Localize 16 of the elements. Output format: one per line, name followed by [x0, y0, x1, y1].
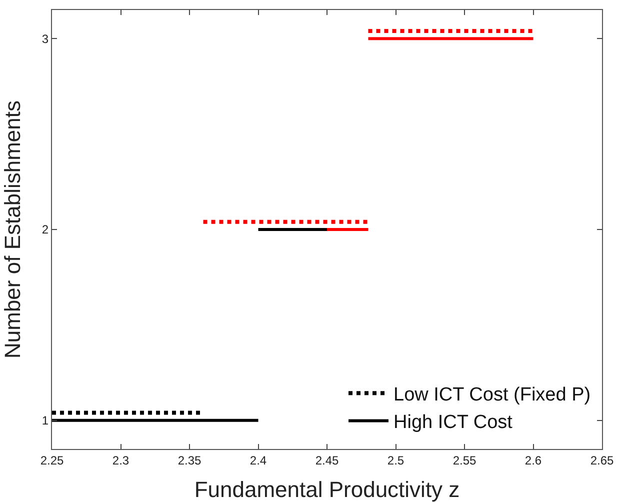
x-tick-label: 2.65 [590, 453, 614, 468]
x-tick-label: 2.6 [524, 453, 542, 468]
y-axis-title: Number of Establishments [0, 100, 25, 358]
x-axis-title: Fundamental Productivity z [194, 477, 460, 502]
legend-label: High ICT Cost [394, 412, 514, 434]
y-tick-label: 3 [42, 32, 49, 46]
x-tick-label: 2.4 [250, 453, 267, 468]
y-tick-label: 2 [42, 222, 49, 237]
x-tick-label: 2.35 [178, 453, 202, 468]
x-tick-label: 2.5 [387, 453, 404, 468]
legend-label: Low ICT Cost (Fixed P) [394, 384, 591, 406]
x-tick-label: 2.25 [40, 453, 64, 468]
x-tick-label: 2.3 [112, 453, 130, 468]
y-tick-label: 1 [42, 414, 49, 428]
x-tick-label: 2.55 [452, 453, 476, 468]
x-tick-label: 2.45 [315, 453, 339, 468]
